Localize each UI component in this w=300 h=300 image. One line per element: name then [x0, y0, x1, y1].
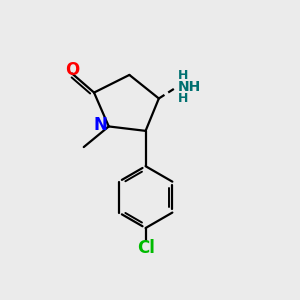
Text: Cl: Cl	[136, 239, 154, 257]
Text: H: H	[178, 92, 188, 105]
Text: NH: NH	[178, 80, 201, 94]
Text: H: H	[178, 69, 188, 82]
Text: O: O	[65, 61, 79, 80]
Text: N: N	[94, 116, 107, 134]
